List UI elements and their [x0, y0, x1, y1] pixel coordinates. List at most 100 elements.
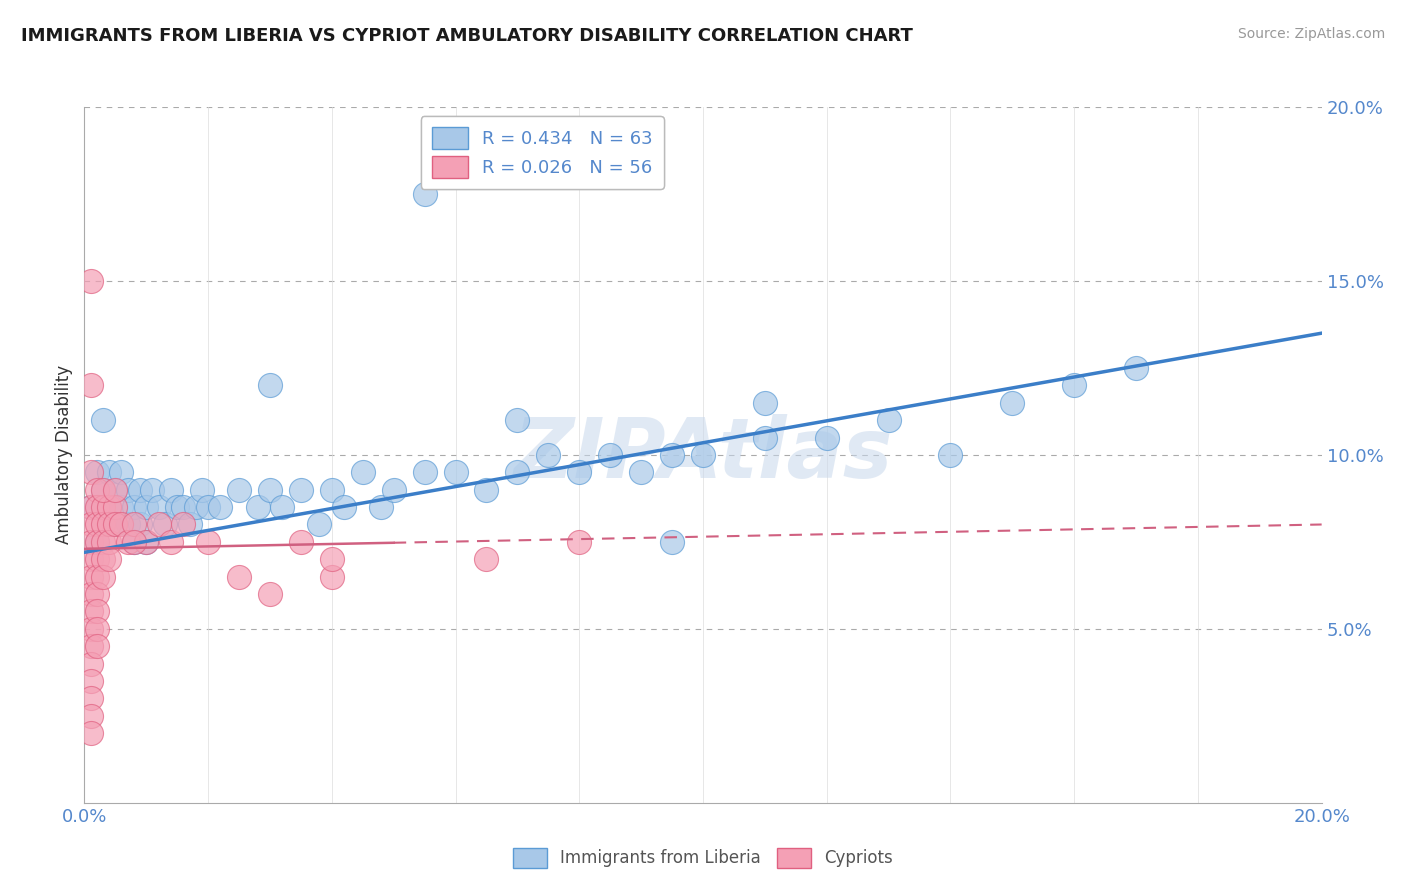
Text: ZIPAtlas: ZIPAtlas	[513, 415, 893, 495]
Point	[308, 517, 330, 532]
Point	[135, 534, 157, 549]
Point	[475, 483, 498, 497]
Point	[877, 413, 900, 427]
Point	[98, 517, 121, 532]
Point	[98, 534, 121, 549]
Point	[79, 500, 101, 514]
Point	[630, 466, 652, 480]
Point	[246, 500, 269, 514]
Text: IMMIGRANTS FROM LIBERIA VS CYPRIOT AMBULATORY DISABILITY CORRELATION CHART: IMMIGRANTS FROM LIBERIA VS CYPRIOT AMBUL…	[21, 27, 912, 45]
Point	[568, 534, 591, 549]
Point	[86, 500, 108, 514]
Point	[290, 483, 312, 497]
Point	[179, 517, 201, 532]
Point	[104, 483, 127, 497]
Point	[86, 552, 108, 566]
Point	[475, 552, 498, 566]
Point	[382, 483, 405, 497]
Point	[166, 500, 188, 514]
Point	[290, 534, 312, 549]
Point	[259, 483, 281, 497]
Point	[79, 517, 101, 532]
Point	[86, 534, 108, 549]
Point	[91, 534, 114, 549]
Point	[91, 483, 114, 497]
Legend: Immigrants from Liberia, Cypriots: Immigrants from Liberia, Cypriots	[506, 841, 900, 875]
Point	[79, 587, 101, 601]
Point	[172, 517, 194, 532]
Point	[1125, 360, 1147, 375]
Point	[160, 534, 183, 549]
Point	[148, 517, 170, 532]
Point	[333, 500, 356, 514]
Point	[537, 448, 560, 462]
Point	[110, 500, 132, 514]
Point	[148, 500, 170, 514]
Point	[122, 534, 145, 549]
Point	[98, 466, 121, 480]
Point	[692, 448, 714, 462]
Point	[86, 483, 108, 497]
Point	[79, 708, 101, 723]
Point	[228, 483, 250, 497]
Point	[1001, 396, 1024, 410]
Point	[321, 552, 343, 566]
Point	[86, 605, 108, 619]
Point	[79, 726, 101, 740]
Point	[98, 552, 121, 566]
Point	[86, 517, 108, 532]
Point	[79, 622, 101, 636]
Point	[135, 534, 157, 549]
Point	[79, 466, 101, 480]
Point	[98, 500, 121, 514]
Point	[86, 639, 108, 653]
Point	[599, 448, 621, 462]
Point	[321, 570, 343, 584]
Point	[197, 534, 219, 549]
Point	[86, 534, 108, 549]
Point	[79, 500, 101, 514]
Point	[91, 483, 114, 497]
Point	[197, 500, 219, 514]
Point	[129, 483, 152, 497]
Point	[91, 552, 114, 566]
Point	[184, 500, 207, 514]
Point	[153, 517, 176, 532]
Point	[209, 500, 232, 514]
Point	[79, 639, 101, 653]
Legend: R = 0.434   N = 63, R = 0.026   N = 56: R = 0.434 N = 63, R = 0.026 N = 56	[420, 116, 664, 189]
Point	[122, 500, 145, 514]
Point	[86, 622, 108, 636]
Point	[110, 466, 132, 480]
Point	[160, 483, 183, 497]
Point	[104, 483, 127, 497]
Point	[79, 534, 101, 549]
Point	[117, 483, 139, 497]
Y-axis label: Ambulatory Disability: Ambulatory Disability	[55, 366, 73, 544]
Point	[815, 431, 838, 445]
Point	[79, 674, 101, 689]
Point	[91, 570, 114, 584]
Point	[413, 187, 436, 202]
Point	[1063, 378, 1085, 392]
Point	[141, 483, 163, 497]
Point	[79, 552, 101, 566]
Point	[191, 483, 214, 497]
Point	[79, 657, 101, 671]
Point	[79, 570, 101, 584]
Point	[79, 691, 101, 706]
Point	[661, 448, 683, 462]
Point	[754, 431, 776, 445]
Point	[79, 605, 101, 619]
Point	[352, 466, 374, 480]
Point	[104, 500, 127, 514]
Point	[110, 517, 132, 532]
Point	[79, 274, 101, 288]
Point	[444, 466, 467, 480]
Point	[91, 517, 114, 532]
Point	[91, 500, 114, 514]
Point	[129, 517, 152, 532]
Point	[568, 466, 591, 480]
Point	[172, 500, 194, 514]
Point	[86, 587, 108, 601]
